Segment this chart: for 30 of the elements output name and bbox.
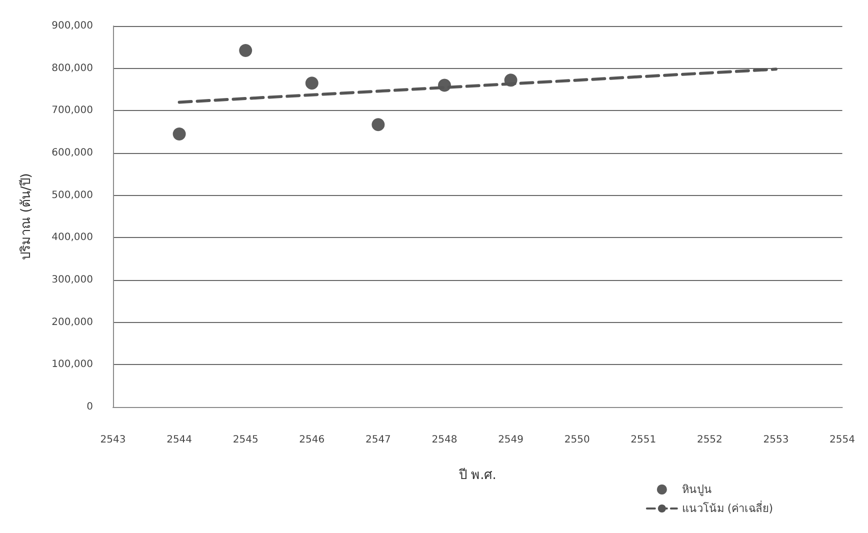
x-tick-label: 2545 [232,434,258,446]
point [172,127,186,140]
y-tick-label: 0 [86,402,93,412]
point [239,44,252,58]
y-tick-label: 100,000 [52,359,93,370]
point [305,76,318,90]
y-tick-label: 200,000 [52,316,93,328]
y-axis-title: ปริมาณ (ตัน/ปี) [18,173,34,260]
point [372,118,385,132]
y-tick-label: 400,000 [52,232,93,244]
x-tick-label: 2549 [498,434,524,446]
x-tick-label: 2552 [696,434,722,446]
legend-label: แนวโน้ม (ค่าเฉลี่ย) [682,500,774,515]
x-tick-label: 2554 [830,434,855,446]
x-tick-label: 2547 [365,434,391,446]
y-tick-label: 500,000 [52,190,93,201]
x-tick-label: 2548 [432,434,458,446]
x-tick-label: 2544 [166,434,192,446]
y-tick-label: 600,000 [52,148,93,158]
x-tick-label: 2543 [100,434,126,446]
y-tick-label: 800,000 [52,62,93,74]
x-tick-label: 2550 [564,434,590,446]
y-tick-label: 900,000 [52,20,93,32]
y-tick-label: 300,000 [52,274,93,286]
x-tick-label: 2551 [630,434,656,446]
x-tick-label: 2546 [299,434,325,446]
y-tick-label: 700,000 [52,105,93,116]
legend-label: หินปูน [682,483,712,496]
x-axis-title: ปี พ.ศ. [458,467,496,483]
x-tick-label: 2553 [763,434,789,446]
